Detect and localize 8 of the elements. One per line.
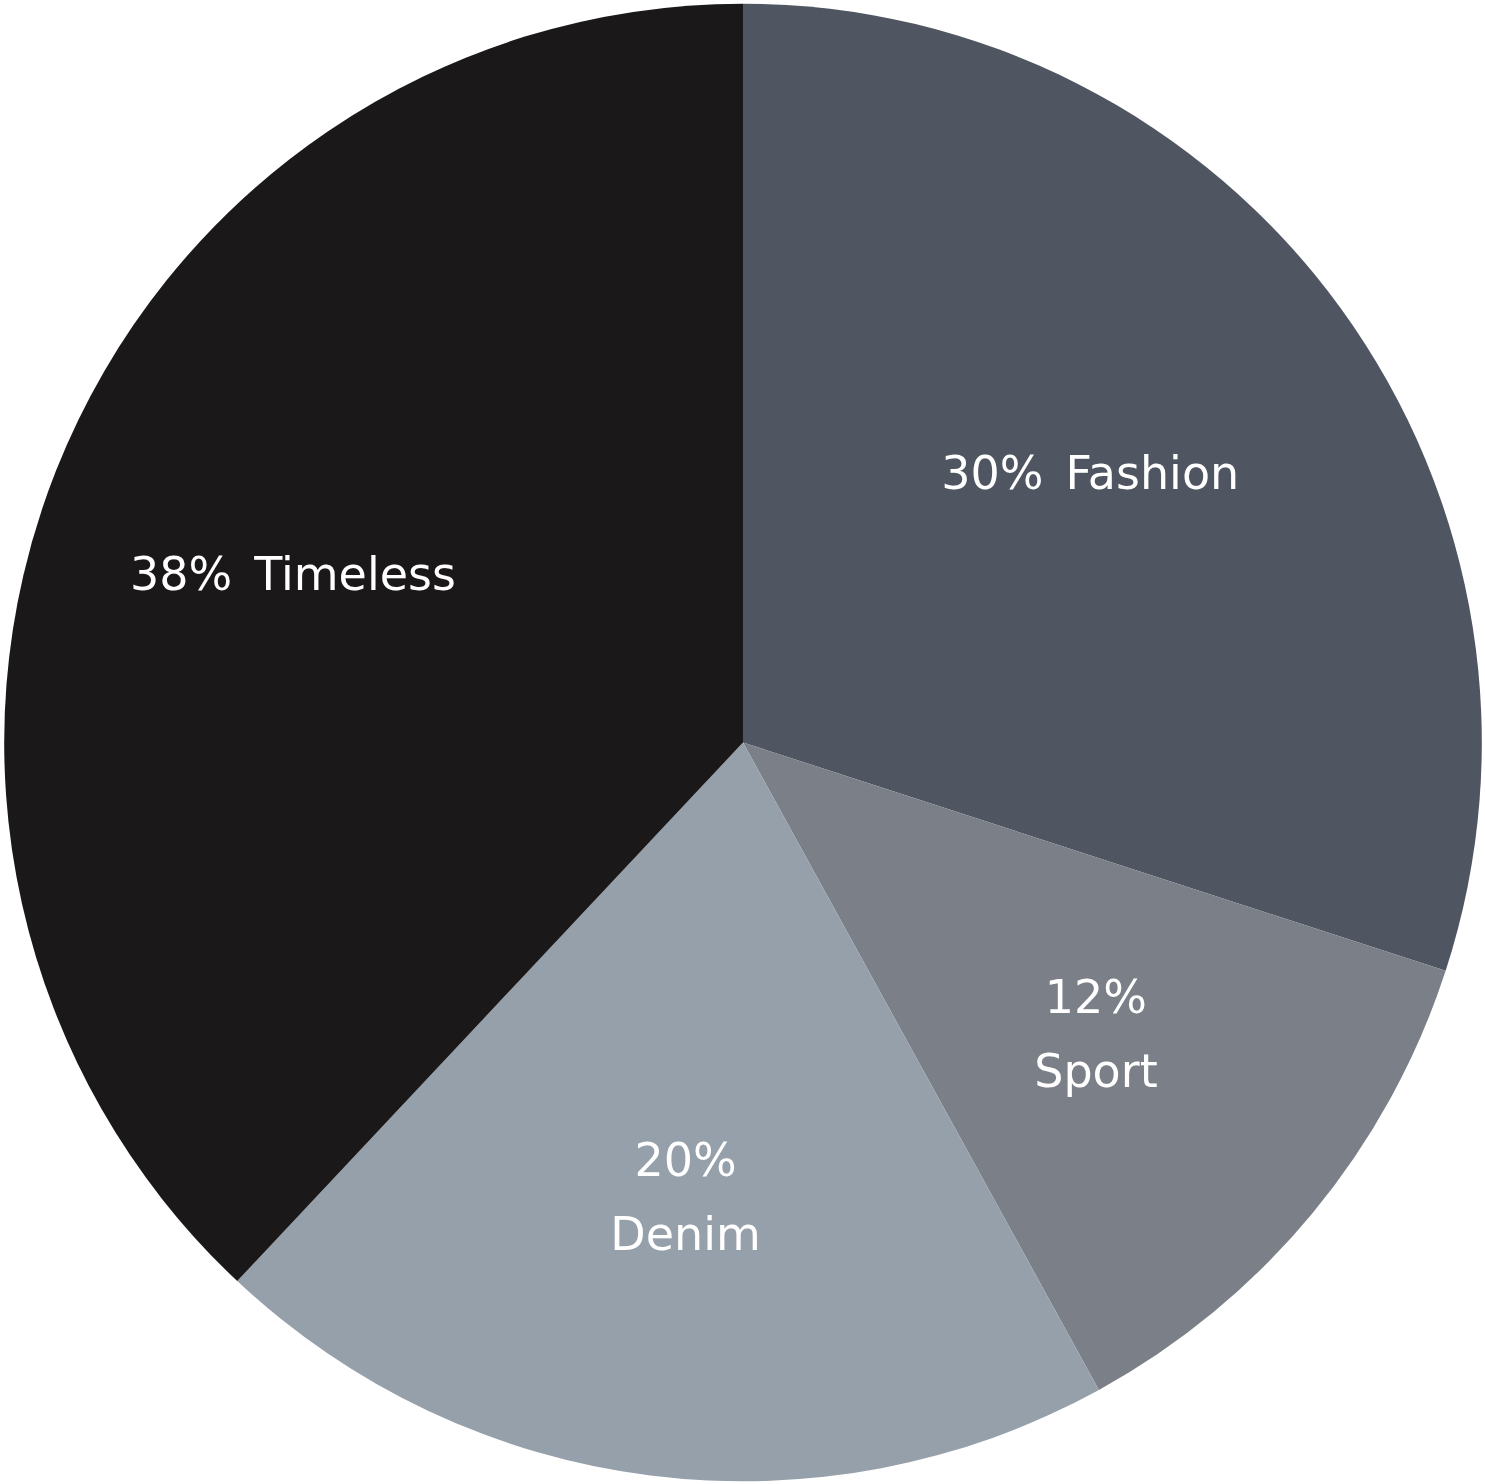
slice-label: Denim bbox=[610, 1206, 761, 1261]
slice-label: Sport bbox=[1034, 1044, 1158, 1099]
data-label: 38% bbox=[129, 546, 233, 601]
slice-label: Timeless bbox=[253, 546, 456, 601]
data-label: 12% bbox=[1044, 970, 1148, 1025]
data-label: 30% bbox=[941, 446, 1044, 501]
data-label: 20% bbox=[634, 1132, 737, 1187]
slice-label: Fashion bbox=[1065, 446, 1240, 501]
